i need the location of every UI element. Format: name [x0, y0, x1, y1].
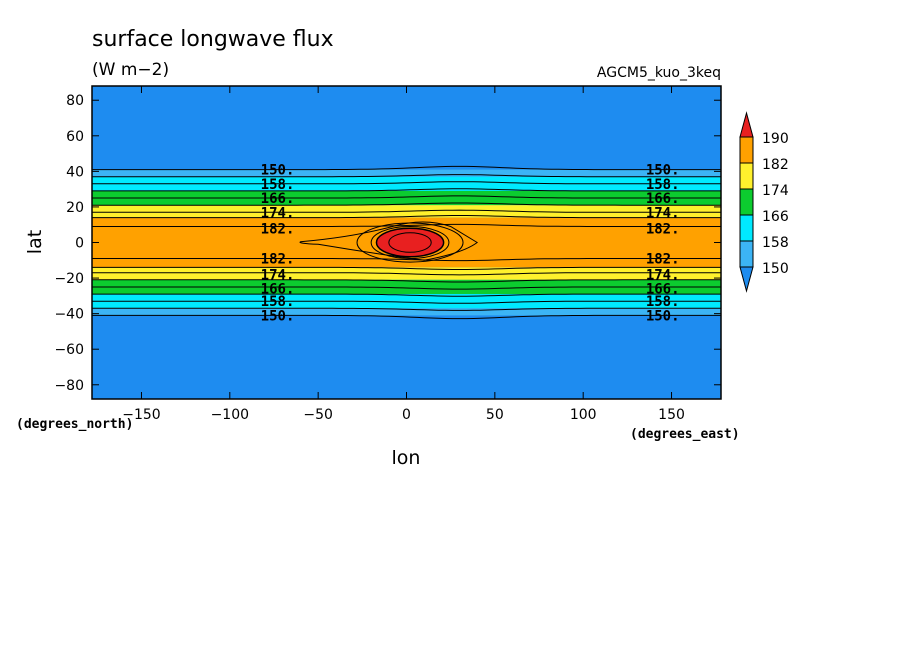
x-axis: −150 −100 −50 0 50 100 150	[122, 86, 685, 423]
contour-line-6	[92, 209, 721, 213]
colorbar-label-0: 190	[762, 131, 789, 147]
y-tick-label-0: 80	[66, 93, 84, 109]
colorbar-label-5: 150	[762, 261, 789, 277]
contour-line-16	[92, 307, 721, 311]
y-tick-label-3: 20	[66, 200, 84, 216]
contour-label-18: 158.	[646, 294, 680, 310]
y-axis: 80 60 40 20 0 −20 −40 −60 −80	[54, 93, 721, 394]
colorbar-label-3: 166	[762, 209, 789, 225]
x-tick-label-4: 50	[486, 407, 504, 423]
contour-label-8: 158.	[261, 294, 295, 310]
y-tick-label-5: −20	[54, 271, 84, 287]
chart-title: surface longwave flux	[92, 27, 334, 52]
contour-lines	[92, 165, 721, 320]
contour-label-14: 182.	[646, 221, 680, 237]
colorbar-swatch-4	[739, 240, 754, 268]
colorbar-arrow-top	[739, 111, 754, 138]
contour-label-2: 166.	[261, 191, 295, 207]
contour-line-2	[92, 181, 721, 185]
band-8	[92, 308, 721, 316]
contour-label-17: 166.	[646, 282, 680, 298]
contour-tongue	[299, 221, 479, 261]
contour-label-5: 182.	[261, 252, 295, 268]
contour-label-13: 174.	[646, 205, 680, 221]
x-tick-label-1: −100	[211, 407, 249, 423]
band-2	[92, 190, 721, 206]
contour-label-1: 158.	[261, 177, 295, 193]
colorbar: 190 182 174 166 158 150	[739, 111, 789, 293]
x-tick-label-3: 0	[402, 407, 411, 423]
band-1	[92, 176, 721, 191]
hotspot-ring-mid	[370, 225, 450, 260]
band-0	[92, 169, 721, 177]
contour-line-14	[92, 293, 721, 297]
contour-label-4: 182.	[261, 221, 295, 237]
y-tick-label-4: 0	[75, 236, 84, 252]
contour-line-10	[92, 266, 721, 270]
contour-line-11	[92, 272, 721, 276]
contour-label-19: 150.	[646, 308, 680, 324]
hotspot-core	[375, 227, 445, 258]
colorbar-swatch-0	[739, 136, 754, 164]
contour-line-15	[92, 300, 721, 304]
contour-line-13	[92, 286, 721, 290]
y-units-label: (degrees_north)	[16, 417, 133, 432]
x-axis-label: lon	[392, 447, 421, 469]
x-tick-label-6: 150	[658, 407, 685, 423]
y-tick-label-2: 40	[66, 164, 84, 180]
y-tick-label-6: −40	[54, 307, 84, 323]
contour-labels: 150.158.166.174.182.182.174.166.158.150.…	[261, 163, 680, 325]
y-tick-label-1: 60	[66, 129, 84, 145]
contour-label-12: 166.	[646, 191, 680, 207]
contour-line-3	[92, 188, 721, 192]
colorbar-label-2: 174	[762, 183, 789, 199]
contour-label-9: 150.	[261, 308, 295, 324]
contour-line-17	[92, 314, 721, 320]
contour-label-11: 158.	[646, 177, 680, 193]
x-units-label: (degrees_east)	[630, 427, 740, 442]
colorbar-swatch-2	[739, 188, 754, 216]
contour-line-0	[92, 165, 721, 171]
hotspot-ring-inner	[388, 232, 432, 253]
x-tick-label-0: −150	[122, 407, 160, 423]
hotspot-ring-outer	[356, 222, 464, 263]
x-tick-label-2: −50	[303, 407, 333, 423]
contour-line-1	[92, 174, 721, 178]
contour-label-6: 174.	[261, 268, 295, 284]
colorbar-swatch-3	[739, 214, 754, 242]
contour-label-15: 182.	[646, 252, 680, 268]
contour-line-4	[92, 195, 721, 199]
x-tick-label-5: 100	[570, 407, 597, 423]
contour-label-10: 150.	[646, 163, 680, 179]
y-tick-label-8: −80	[54, 378, 84, 394]
y-axis-label: lat	[24, 230, 46, 254]
colorbar-label-4: 158	[762, 235, 789, 251]
contour-line-9	[92, 258, 721, 262]
band-6	[92, 279, 721, 295]
contour-label-3: 174.	[261, 205, 295, 221]
band-7	[92, 294, 721, 309]
contour-label-7: 166.	[261, 282, 295, 298]
contour-line-7	[92, 215, 721, 219]
model-label: AGCM5_kuo_3keq	[597, 65, 721, 81]
contour-line-12	[92, 279, 721, 283]
chart-units: (W m−2)	[92, 60, 169, 80]
contour-line-8	[92, 223, 721, 227]
colorbar-swatch-1	[739, 162, 754, 190]
colorbar-arrow-bottom	[739, 266, 754, 293]
colorbar-label-1: 182	[762, 157, 789, 173]
contour-label-16: 174.	[646, 268, 680, 284]
y-tick-label-7: −60	[54, 342, 84, 358]
contour-line-5	[92, 202, 721, 206]
contour-label-0: 150.	[261, 163, 295, 179]
